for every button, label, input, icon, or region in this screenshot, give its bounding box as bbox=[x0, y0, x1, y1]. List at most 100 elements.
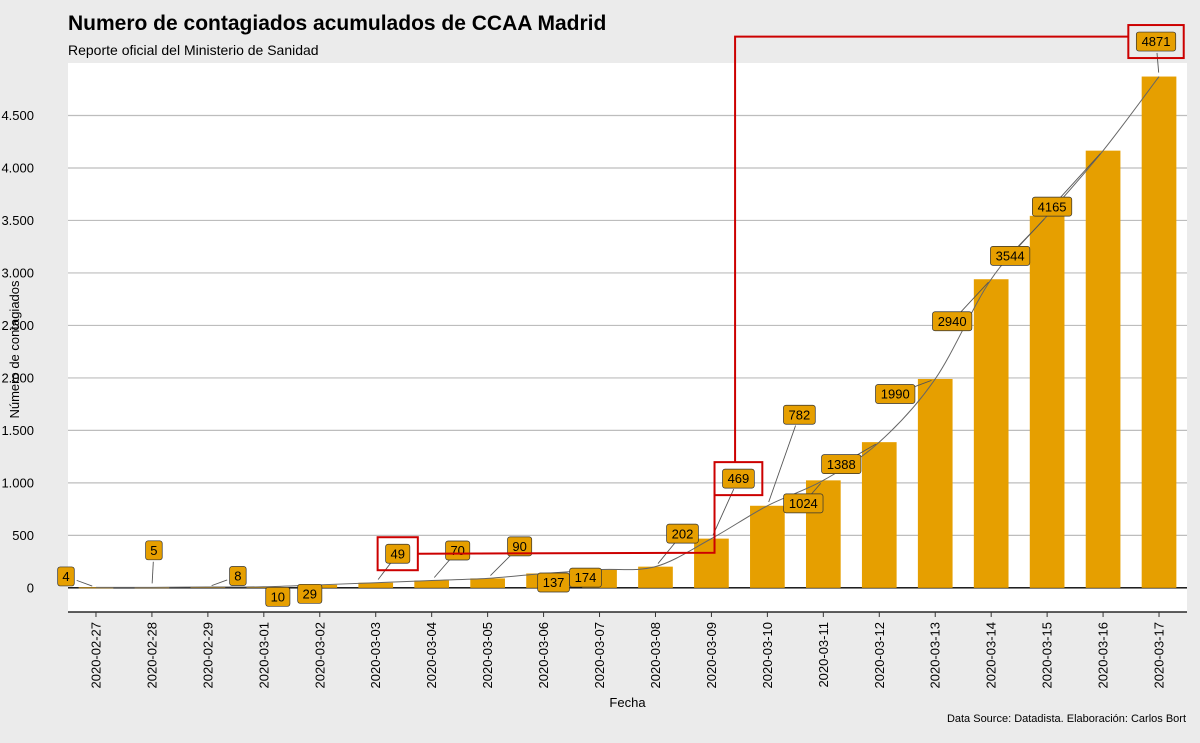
y-tick-label: 2.000 bbox=[1, 370, 34, 385]
label-leader-line bbox=[712, 488, 735, 536]
x-axis-title: Fecha bbox=[609, 695, 646, 710]
data-label-box bbox=[569, 567, 602, 588]
data-label-box bbox=[821, 454, 862, 475]
data-label: 2940 bbox=[938, 314, 967, 329]
bar bbox=[750, 505, 785, 588]
label-leader-line bbox=[433, 558, 451, 578]
x-tick-label: 2020-02-27 bbox=[88, 622, 103, 689]
data-label-box bbox=[1135, 31, 1177, 52]
data-label-box bbox=[297, 583, 323, 604]
data-label: 8 bbox=[234, 569, 241, 584]
x-tick-label: 2020-03-06 bbox=[536, 622, 551, 689]
y-axis-title: Número de contagiados bbox=[7, 280, 22, 419]
x-tick-label: 2020-02-28 bbox=[144, 622, 159, 689]
bar bbox=[638, 566, 673, 588]
data-label: 469 bbox=[728, 471, 750, 486]
data-label: 3544 bbox=[996, 248, 1025, 263]
data-label-box bbox=[932, 311, 973, 332]
x-tick-label: 2020-03-02 bbox=[312, 622, 327, 689]
bar bbox=[78, 587, 114, 589]
label-leader-line bbox=[1156, 52, 1160, 73]
data-label-box bbox=[507, 536, 533, 557]
data-label: 4 bbox=[62, 569, 69, 584]
data-label-box bbox=[990, 245, 1031, 266]
data-label: 4165 bbox=[1038, 199, 1067, 214]
bar bbox=[470, 578, 505, 588]
highlight-connector bbox=[417, 490, 716, 555]
bar bbox=[917, 378, 953, 588]
x-tick-label: 2020-03-16 bbox=[1096, 622, 1111, 689]
label-leader-line bbox=[211, 579, 228, 587]
y-tick-label: 1.000 bbox=[1, 475, 34, 490]
x-tick-label: 2020-03-11 bbox=[816, 622, 831, 688]
bar bbox=[1085, 150, 1121, 588]
data-label-box bbox=[385, 543, 411, 564]
x-tick-label: 2020-03-09 bbox=[704, 622, 719, 689]
data-label: 1990 bbox=[881, 387, 910, 402]
x-tick-label: 2020-03-05 bbox=[480, 622, 495, 689]
label-leader-line bbox=[490, 554, 512, 576]
y-tick-label: 3.500 bbox=[1, 213, 34, 228]
data-label-box bbox=[875, 384, 916, 404]
label-leader-line bbox=[959, 281, 989, 314]
data-label-box bbox=[265, 586, 291, 607]
data-label-box bbox=[783, 404, 816, 425]
bar bbox=[861, 442, 897, 588]
x-tick-label: 2020-03-04 bbox=[424, 622, 439, 689]
x-tick-label: 2020-03-08 bbox=[648, 622, 663, 689]
bar bbox=[246, 586, 282, 588]
data-label-box bbox=[57, 566, 75, 587]
data-label-box bbox=[229, 566, 247, 586]
trend-line bbox=[95, 76, 1160, 588]
y-tick-label: 3.000 bbox=[1, 265, 34, 280]
x-tick-label: 2020-03-10 bbox=[760, 622, 775, 689]
x-tick-label: 2020-03-01 bbox=[256, 622, 271, 689]
plot-panel bbox=[68, 63, 1187, 612]
data-label-box bbox=[783, 493, 824, 514]
bar bbox=[414, 580, 450, 588]
x-tick-label: 2020-03-17 bbox=[1152, 622, 1167, 689]
chart-subtitle: Reporte oficial del Ministerio de Sanida… bbox=[68, 42, 319, 58]
data-label: 49 bbox=[390, 546, 404, 561]
data-label: 782 bbox=[789, 407, 811, 422]
x-tick-label: 2020-02-29 bbox=[200, 622, 215, 689]
bar bbox=[1029, 215, 1065, 588]
label-leader-line bbox=[1059, 153, 1101, 199]
label-leader-line bbox=[810, 483, 822, 496]
data-label: 4871 bbox=[1142, 34, 1171, 49]
y-tick-label: 4.000 bbox=[1, 160, 34, 175]
y-tick-label: 500 bbox=[12, 528, 34, 543]
label-leader-line bbox=[76, 579, 93, 587]
bar bbox=[694, 538, 729, 588]
y-tick-label: 1.500 bbox=[1, 423, 34, 438]
data-label: 90 bbox=[512, 539, 526, 554]
data-label: 174 bbox=[575, 570, 597, 585]
highlight-box bbox=[1127, 24, 1185, 60]
data-label-box bbox=[445, 540, 471, 561]
label-leader-line bbox=[768, 425, 797, 503]
x-tick-label: 2020-03-12 bbox=[872, 622, 887, 689]
y-tick-label: 2.500 bbox=[1, 318, 34, 333]
y-tick-label: 0 bbox=[27, 580, 34, 595]
highlight-connector bbox=[734, 35, 1129, 463]
x-tick-label: 2020-03-13 bbox=[928, 622, 943, 689]
data-label-box bbox=[722, 468, 755, 489]
data-label-box bbox=[666, 523, 699, 544]
data-label-box bbox=[145, 540, 163, 561]
data-label-box bbox=[1032, 196, 1073, 217]
data-label: 5 bbox=[150, 543, 157, 558]
data-label: 1024 bbox=[789, 496, 818, 511]
bar bbox=[358, 582, 394, 588]
x-tick-label: 2020-03-03 bbox=[368, 622, 383, 689]
bar bbox=[973, 279, 1009, 588]
data-label: 29 bbox=[303, 586, 317, 601]
data-label: 70 bbox=[450, 543, 464, 558]
x-tick-label: 2020-03-14 bbox=[984, 622, 999, 689]
highlight-box bbox=[713, 461, 764, 497]
bar bbox=[1141, 76, 1177, 588]
label-leader-line bbox=[151, 561, 154, 584]
data-label: 202 bbox=[672, 526, 694, 541]
data-label: 137 bbox=[543, 575, 565, 590]
label-leader-line bbox=[1017, 218, 1045, 248]
